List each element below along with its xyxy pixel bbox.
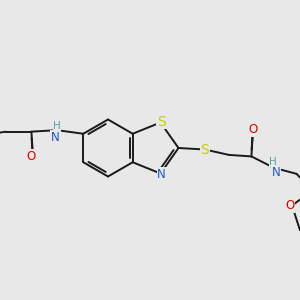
Text: N: N (272, 166, 280, 179)
Text: S: S (157, 115, 166, 128)
Text: S: S (200, 142, 209, 157)
Text: O: O (248, 123, 257, 136)
Text: H: H (269, 157, 277, 167)
Text: O: O (285, 199, 295, 212)
Text: H: H (53, 121, 61, 131)
Text: N: N (157, 168, 166, 181)
Text: O: O (26, 150, 35, 163)
Text: N: N (51, 131, 60, 144)
